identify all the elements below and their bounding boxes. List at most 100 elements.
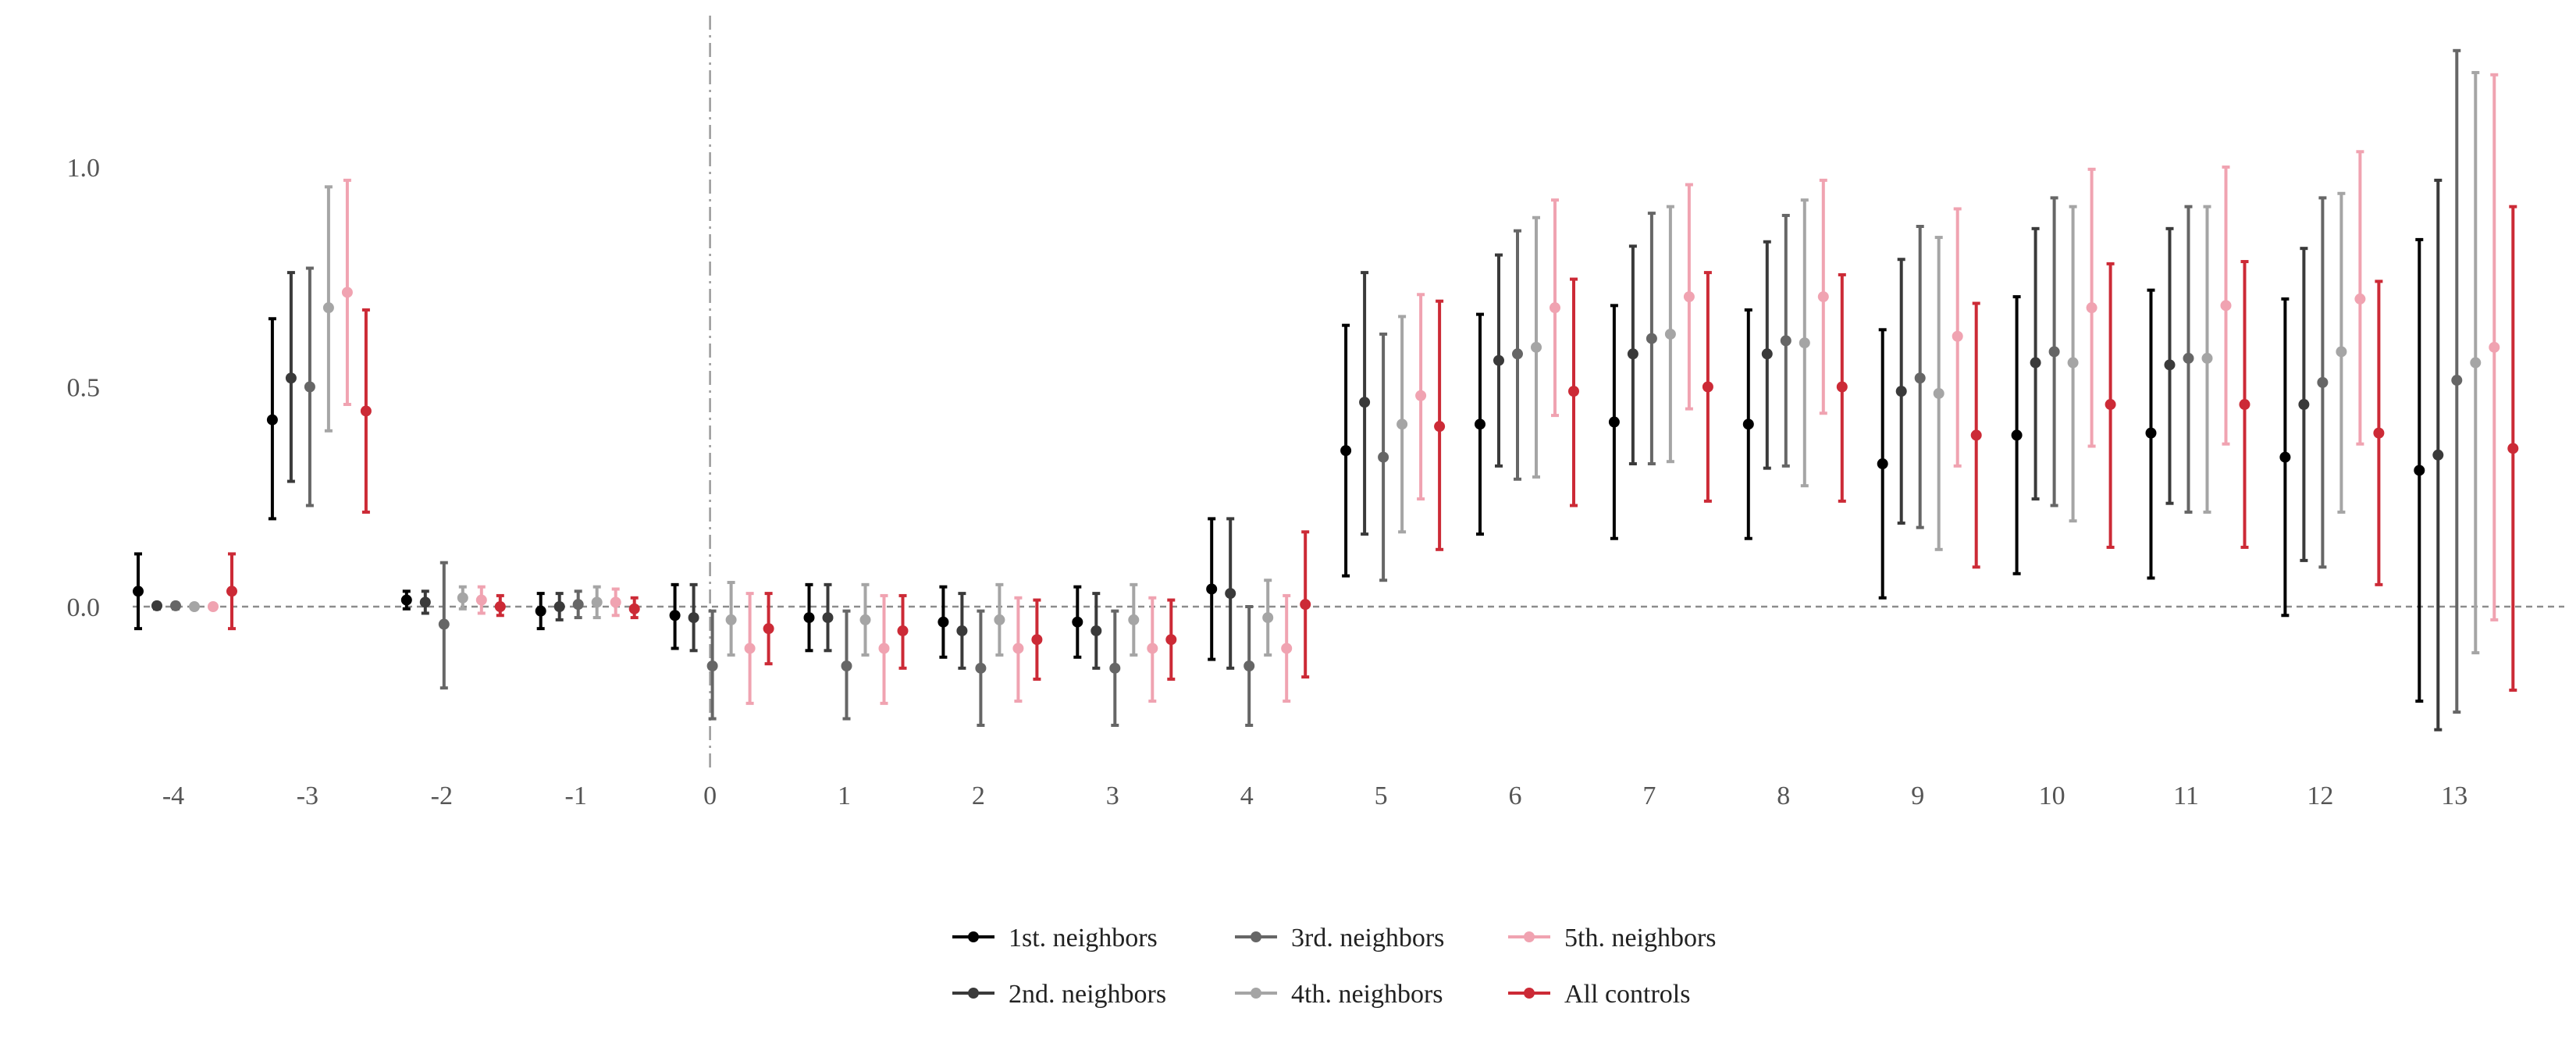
point-estimate xyxy=(419,596,431,608)
point-estimate xyxy=(1877,458,1888,470)
legend: 1st. neighbors 2nd. neighbors 3rd. neighbo… xyxy=(952,924,1717,1009)
point-estimate xyxy=(1742,418,1754,430)
point-estimate xyxy=(133,586,144,597)
point-estimate xyxy=(1512,348,1523,360)
series-2nd-neighbors xyxy=(151,178,2444,732)
point-estimate xyxy=(2298,399,2310,411)
y-tick-label: 1.0 xyxy=(67,154,101,183)
point-estimate xyxy=(1683,291,1695,303)
legend-label: All controls xyxy=(1564,980,1690,1009)
point-estimate xyxy=(1031,634,1043,646)
point-estimate xyxy=(438,618,450,630)
point-estimate xyxy=(763,623,774,635)
point-estimate xyxy=(994,614,1005,625)
point-estimate xyxy=(1817,291,1829,303)
point-estimate xyxy=(1340,445,1352,457)
point-estimate xyxy=(2030,357,2041,369)
legend-label: 2nd. neighbors xyxy=(1009,980,1166,1009)
series-3rd-neighbors xyxy=(170,48,2463,728)
point-estimate xyxy=(1359,397,1371,408)
point-estimate xyxy=(1627,348,1638,360)
legend-item: 2nd. neighbors xyxy=(952,980,1166,1009)
point-estimate xyxy=(1493,354,1504,366)
legend-item: All controls xyxy=(1508,980,1690,1009)
x-tick-label: 7 xyxy=(1642,782,1656,810)
x-tick-label: -1 xyxy=(565,782,587,810)
point-estimate xyxy=(189,601,200,612)
point-estimate xyxy=(803,612,815,624)
point-estimate xyxy=(2011,429,2023,441)
legend-label: 3rd. neighbors xyxy=(1291,924,1444,953)
point-estimate xyxy=(2201,352,2213,364)
point-estimate xyxy=(2086,302,2097,314)
point-estimate xyxy=(2336,346,2347,358)
point-estimate xyxy=(1799,337,1810,349)
point-estimate xyxy=(725,614,737,625)
point-estimate xyxy=(2279,451,2291,463)
x-tick-label: -4 xyxy=(162,782,184,810)
x-tick-label: 13 xyxy=(2441,782,2467,810)
point-estimate xyxy=(1895,386,1907,397)
point-estimate xyxy=(2183,352,2194,364)
point-estimate xyxy=(669,610,681,621)
point-estimate xyxy=(1012,643,1024,654)
x-tick-label: 3 xyxy=(1106,782,1119,810)
point-estimate xyxy=(2105,399,2116,411)
point-estimate xyxy=(1914,372,1926,384)
point-estimate xyxy=(1568,386,1579,397)
point-estimate xyxy=(938,616,949,628)
point-estimate xyxy=(2145,427,2157,439)
point-estimate xyxy=(208,601,219,612)
point-estimate xyxy=(1128,614,1140,625)
point-estimate xyxy=(341,287,353,298)
x-tick-label: 6 xyxy=(1509,782,1522,810)
point-estimate xyxy=(1109,662,1121,674)
point-estimate xyxy=(2451,375,2463,386)
x-tick-label: -2 xyxy=(431,782,453,810)
x-tick-label: -3 xyxy=(297,782,318,810)
point-estimate xyxy=(1664,328,1676,340)
legend-swatch-marker xyxy=(968,988,979,999)
point-estimate xyxy=(1378,451,1389,463)
point-estimate xyxy=(2220,300,2232,312)
point-estimate xyxy=(2239,399,2250,411)
point-estimate xyxy=(151,600,162,611)
point-estimate xyxy=(2507,443,2519,454)
point-estimate xyxy=(1415,390,1427,401)
point-estimate xyxy=(1397,418,1408,430)
x-tick-label: 9 xyxy=(1911,782,1924,810)
point-estimate xyxy=(226,586,237,597)
point-estimate xyxy=(1608,416,1620,428)
legend-swatch-marker xyxy=(1251,988,1261,999)
point-estimate xyxy=(2067,357,2079,369)
point-estimate xyxy=(1550,302,1560,314)
y-tick-label: 0.0 xyxy=(67,593,101,622)
point-estimate xyxy=(897,625,909,636)
point-estimate xyxy=(1072,616,1083,628)
point-estimate xyxy=(1300,599,1311,611)
point-estimate xyxy=(1165,634,1177,646)
point-estimate xyxy=(956,625,968,636)
point-estimate xyxy=(494,601,506,612)
legend-label: 5th. neighbors xyxy=(1564,924,1717,953)
point-estimate xyxy=(1780,335,1791,347)
series-all-controls xyxy=(226,205,2519,692)
point-estimate xyxy=(535,605,546,617)
x-tick-label: 5 xyxy=(1375,782,1388,810)
x-tick-label: 2 xyxy=(972,782,985,810)
point-estimate xyxy=(2164,359,2176,371)
point-estimate xyxy=(859,614,871,625)
point-estimate xyxy=(1933,387,1944,399)
point-estimate xyxy=(2317,376,2329,388)
point-estimate xyxy=(822,612,834,624)
legend-swatch-marker xyxy=(1251,931,1261,942)
point-estimate xyxy=(457,592,468,604)
point-estimate xyxy=(1952,330,1963,342)
legend-item: 3rd. neighbors xyxy=(1235,924,1444,953)
series-5th-neighbors xyxy=(208,73,2500,705)
point-estimate xyxy=(1434,421,1446,433)
point-estimate xyxy=(2354,293,2366,304)
x-tick-label: 8 xyxy=(1777,782,1790,810)
point-estimate xyxy=(1225,588,1236,600)
point-estimate xyxy=(610,596,621,608)
